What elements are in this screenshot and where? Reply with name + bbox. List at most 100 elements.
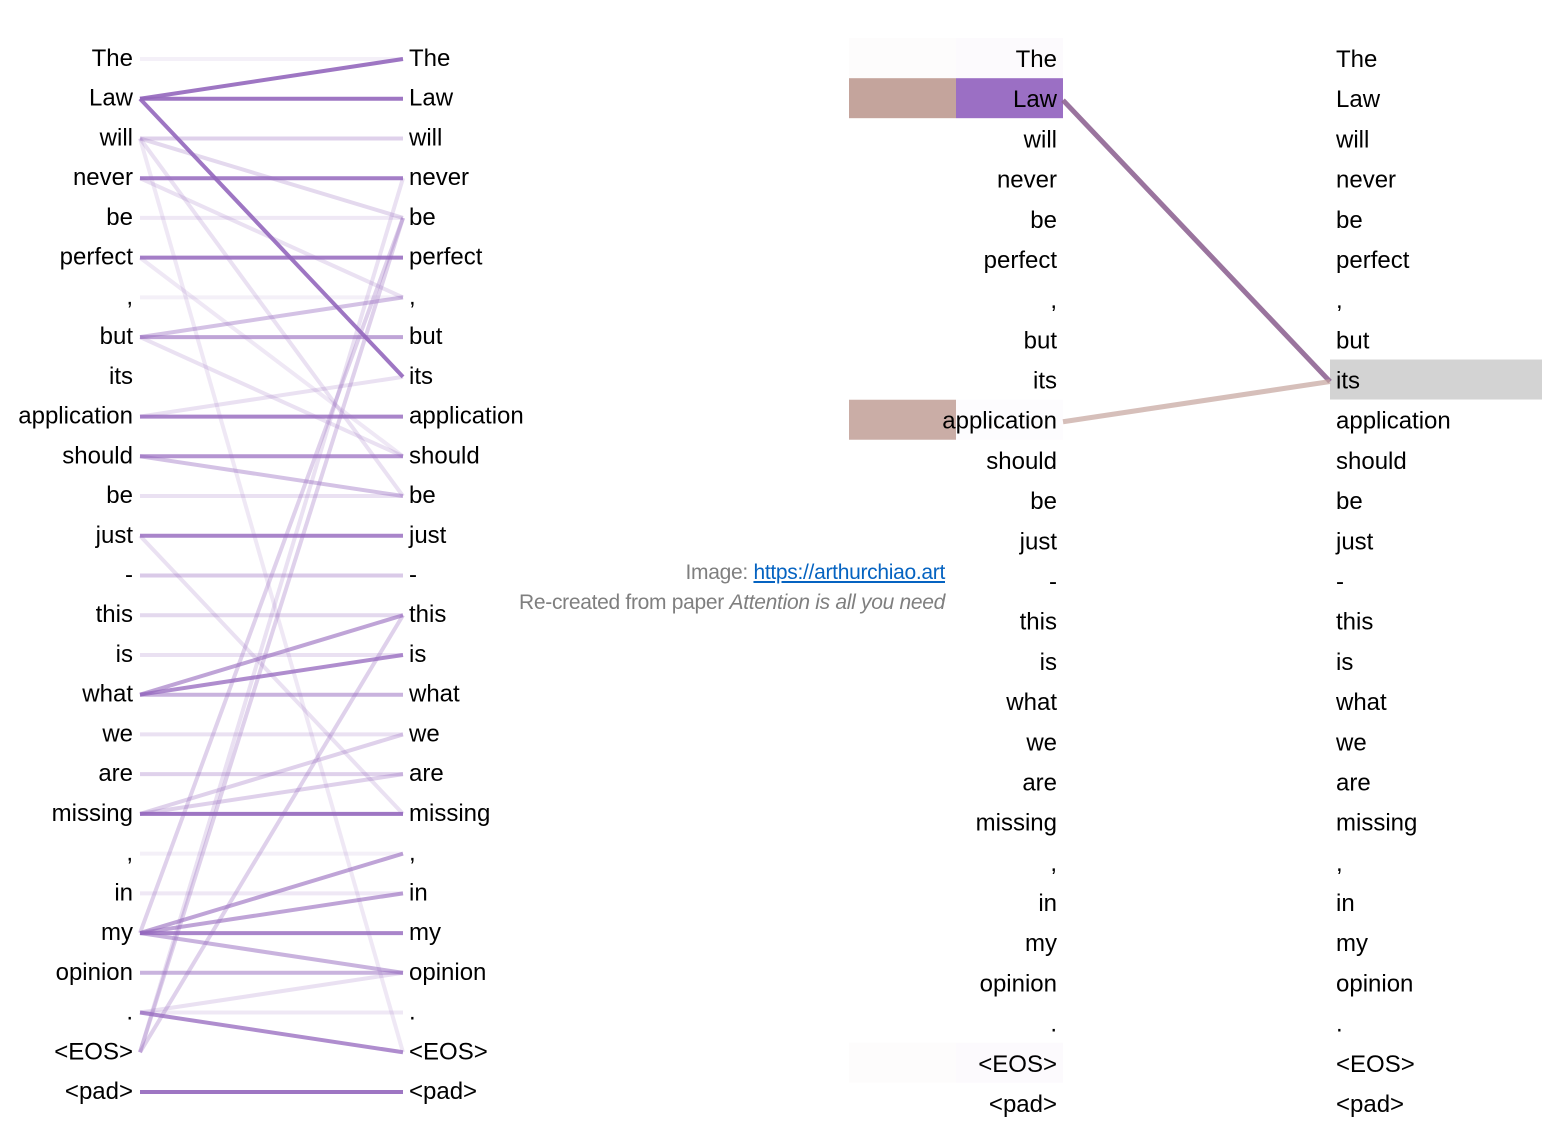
left-target-token[interactable]: be xyxy=(409,204,436,231)
right-target-token[interactable]: missing xyxy=(1336,810,1417,837)
right-source-token[interactable]: <EOS> xyxy=(978,1051,1057,1078)
left-target-token[interactable]: <EOS> xyxy=(409,1038,488,1065)
left-target-token[interactable]: application xyxy=(409,403,524,430)
left-source-token[interactable]: in xyxy=(114,879,133,906)
right-source-token[interactable]: Law xyxy=(1013,86,1058,113)
left-source-token[interactable]: but xyxy=(100,323,134,350)
left-source-token[interactable]: we xyxy=(101,720,133,747)
right-source-token[interactable]: what xyxy=(1005,689,1057,716)
left-source-token[interactable]: perfect xyxy=(60,244,134,271)
right-target-token[interactable]: . xyxy=(1336,1011,1343,1038)
left-source-token[interactable]: , xyxy=(126,283,133,310)
left-target-token[interactable]: perfect xyxy=(409,244,483,271)
left-source-token[interactable]: should xyxy=(62,442,133,469)
right-target-token[interactable]: <pad> xyxy=(1336,1091,1404,1118)
right-target-token[interactable]: The xyxy=(1336,46,1377,73)
right-source-token[interactable]: , xyxy=(1050,287,1057,314)
right-target-token[interactable]: , xyxy=(1336,850,1343,877)
right-target-token[interactable]: just xyxy=(1335,528,1374,555)
right-target-token[interactable]: my xyxy=(1336,930,1368,957)
right-source-token[interactable]: is xyxy=(1040,649,1057,676)
left-target-token[interactable]: The xyxy=(409,45,450,72)
left-target-token[interactable]: - xyxy=(409,562,417,589)
right-target-token[interactable]: this xyxy=(1336,609,1373,636)
left-source-token[interactable]: application xyxy=(18,403,133,430)
left-target-token[interactable]: its xyxy=(409,363,433,390)
left-target-token[interactable]: opinion xyxy=(409,959,486,986)
left-target-token[interactable]: is xyxy=(409,641,426,668)
left-target-token[interactable]: just xyxy=(408,522,447,549)
right-source-token[interactable]: The xyxy=(1016,46,1057,73)
right-source-token[interactable]: perfect xyxy=(984,247,1058,274)
right-target-token[interactable]: we xyxy=(1335,729,1367,756)
right-source-token[interactable]: are xyxy=(1022,769,1057,796)
right-target-token[interactable]: , xyxy=(1336,287,1343,314)
left-source-token[interactable]: will xyxy=(99,124,133,151)
left-target-token[interactable]: are xyxy=(409,760,444,787)
left-target-token[interactable]: my xyxy=(409,919,441,946)
left-target-token[interactable]: we xyxy=(408,720,440,747)
right-source-token[interactable]: but xyxy=(1024,327,1058,354)
left-source-token[interactable]: <pad> xyxy=(65,1078,133,1105)
left-source-token[interactable]: , xyxy=(126,840,133,867)
left-target-token[interactable]: <pad> xyxy=(409,1078,477,1105)
left-target-token[interactable]: will xyxy=(408,124,442,151)
right-source-token[interactable]: , xyxy=(1050,850,1057,877)
left-source-token[interactable]: be xyxy=(106,482,133,509)
right-source-token[interactable]: application xyxy=(942,408,1057,435)
right-target-token[interactable]: but xyxy=(1336,327,1370,354)
left-source-token[interactable]: . xyxy=(126,999,133,1026)
left-target-token[interactable]: be xyxy=(409,482,436,509)
right-target-token[interactable]: are xyxy=(1336,769,1371,796)
left-source-token[interactable]: its xyxy=(109,363,133,390)
left-source-token[interactable]: my xyxy=(101,919,133,946)
right-source-token[interactable]: <pad> xyxy=(989,1091,1057,1118)
left-source-token[interactable]: never xyxy=(73,164,133,191)
right-target-token[interactable]: never xyxy=(1336,167,1396,194)
left-target-token[interactable]: . xyxy=(409,999,416,1026)
right-target-token[interactable]: is xyxy=(1336,649,1353,676)
right-source-token[interactable]: my xyxy=(1025,930,1057,957)
right-target-token[interactable]: its xyxy=(1336,368,1360,395)
right-target-token[interactable]: what xyxy=(1335,689,1387,716)
left-target-token[interactable]: what xyxy=(408,681,460,708)
left-target-token[interactable]: in xyxy=(409,879,428,906)
left-source-token[interactable]: just xyxy=(95,522,134,549)
right-target-token[interactable]: Law xyxy=(1336,86,1381,113)
right-source-token[interactable]: this xyxy=(1020,609,1057,636)
right-source-token[interactable]: - xyxy=(1049,569,1057,596)
left-target-token[interactable]: should xyxy=(409,442,480,469)
right-source-token[interactable]: missing xyxy=(976,810,1057,837)
credit-link[interactable]: https://arthurchiao.art xyxy=(753,561,945,584)
left-source-token[interactable]: this xyxy=(96,601,133,628)
right-source-token[interactable]: we xyxy=(1025,729,1057,756)
left-source-token[interactable]: - xyxy=(125,562,133,589)
left-source-token[interactable]: Law xyxy=(89,85,134,112)
right-target-token[interactable]: be xyxy=(1336,488,1363,515)
right-target-token[interactable]: be xyxy=(1336,207,1363,234)
left-source-token[interactable]: The xyxy=(92,45,133,72)
right-source-token[interactable]: in xyxy=(1038,890,1057,917)
left-target-token[interactable]: never xyxy=(409,164,469,191)
right-source-token[interactable]: will xyxy=(1023,126,1057,153)
left-source-token[interactable]: be xyxy=(106,204,133,231)
left-target-token[interactable]: but xyxy=(409,323,443,350)
right-target-token[interactable]: will xyxy=(1335,126,1369,153)
right-source-token[interactable]: should xyxy=(986,448,1057,475)
right-source-token[interactable]: its xyxy=(1033,368,1057,395)
left-target-token[interactable]: Law xyxy=(409,85,454,112)
right-target-token[interactable]: should xyxy=(1336,448,1407,475)
right-target-token[interactable]: application xyxy=(1336,408,1451,435)
left-source-token[interactable]: missing xyxy=(52,800,133,827)
left-target-token[interactable]: this xyxy=(409,601,446,628)
left-source-token[interactable]: is xyxy=(116,641,133,668)
left-source-token[interactable]: opinion xyxy=(56,959,133,986)
left-source-token[interactable]: what xyxy=(81,681,133,708)
right-target-token[interactable]: opinion xyxy=(1336,970,1413,997)
right-target-token[interactable]: perfect xyxy=(1336,247,1410,274)
right-source-token[interactable]: never xyxy=(997,167,1057,194)
right-target-token[interactable]: <EOS> xyxy=(1336,1051,1415,1078)
left-target-token[interactable]: missing xyxy=(409,800,490,827)
right-source-token[interactable]: be xyxy=(1030,207,1057,234)
right-target-token[interactable]: in xyxy=(1336,890,1355,917)
